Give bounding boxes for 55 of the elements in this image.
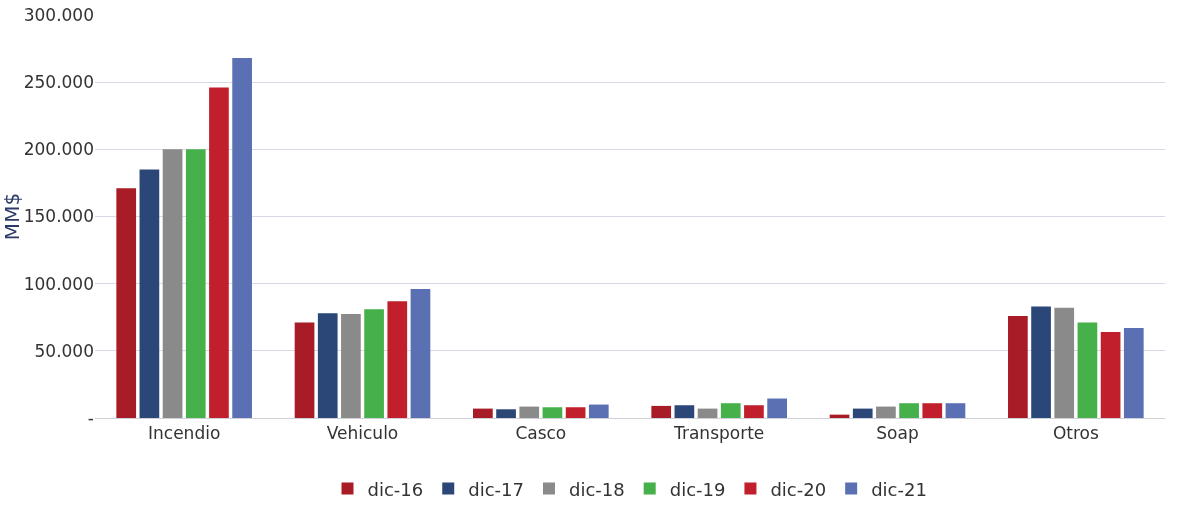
bar (1054, 307, 1075, 418)
legend-label: dic-19 (669, 478, 726, 500)
y-tick-label: 100.000 (23, 273, 94, 294)
y-tick-label: 150.000 (23, 206, 94, 227)
bar (116, 188, 137, 418)
bar (852, 408, 873, 418)
bar (767, 398, 787, 418)
bar (651, 405, 672, 418)
y-tick-label: 250.000 (23, 72, 94, 93)
bar (542, 407, 563, 418)
bar (317, 313, 338, 418)
bar (341, 313, 361, 418)
y-tick-label: 300.000 (23, 4, 94, 25)
bar (473, 408, 493, 418)
bar (1031, 306, 1051, 418)
bar (1077, 322, 1098, 418)
legend-label: dic-16 (367, 478, 424, 500)
x-tick-label: Transporte (673, 423, 765, 444)
y-axis-title: MM$ (0, 192, 24, 241)
legend-label: dic-21 (871, 478, 927, 500)
bar (162, 149, 183, 418)
bar (744, 405, 764, 418)
bar (720, 403, 741, 418)
bar (519, 406, 540, 418)
y-tick-label: - (87, 407, 94, 428)
bar (922, 403, 943, 418)
y-tick-label: 200.000 (23, 139, 94, 160)
bar (876, 406, 896, 418)
bar (232, 57, 252, 418)
bar (945, 403, 966, 418)
x-tick-label: Soap (876, 423, 919, 444)
bar (674, 405, 695, 418)
legend-label: dic-18 (568, 478, 625, 500)
x-tick-label: Casco (515, 423, 567, 444)
bar (1008, 315, 1028, 418)
bar (294, 322, 315, 418)
x-tick-label: Vehiculo (326, 423, 399, 444)
bar (139, 169, 160, 418)
bar (209, 87, 229, 418)
bar (387, 301, 408, 418)
bar (364, 309, 384, 418)
bar (1123, 328, 1144, 418)
bar (185, 149, 206, 418)
bar (588, 404, 609, 418)
x-tick-label: Incendio (148, 423, 221, 444)
bar (565, 407, 586, 418)
bar (410, 289, 431, 418)
bar (697, 408, 718, 418)
legend-label: dic-20 (770, 478, 827, 500)
y-tick-label: 50.000 (34, 340, 94, 361)
bar (899, 403, 919, 418)
bar (496, 409, 516, 418)
bar (1100, 332, 1121, 418)
legend-label: dic-17 (468, 478, 524, 500)
x-tick-label: Otros (1052, 423, 1099, 444)
